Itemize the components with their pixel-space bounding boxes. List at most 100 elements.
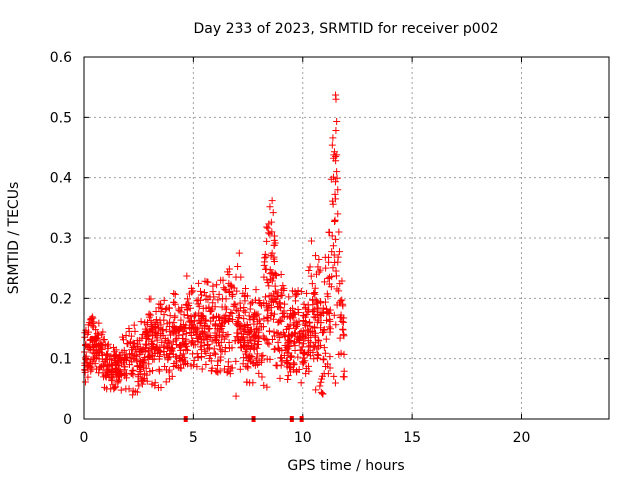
data-point — [339, 326, 347, 334]
data-point — [248, 333, 256, 341]
data-point — [266, 230, 274, 238]
data-point — [331, 379, 339, 387]
data-point — [155, 353, 163, 361]
data-point — [262, 293, 270, 301]
data-point — [147, 311, 155, 319]
data-point — [115, 366, 123, 374]
data-point — [231, 337, 239, 345]
y-axis-label: SRMTID / TECUs — [6, 182, 22, 295]
data-point — [260, 381, 268, 389]
data-point — [286, 321, 294, 329]
data-point — [317, 388, 325, 396]
data-point — [154, 384, 162, 392]
data-point — [107, 369, 115, 377]
data-point — [336, 280, 344, 288]
data-point — [286, 313, 294, 321]
data-point — [219, 328, 227, 336]
data-point — [329, 200, 337, 208]
data-point — [302, 370, 310, 378]
data-point — [332, 127, 340, 135]
data-point — [288, 331, 296, 339]
y-tick-label: 0.4 — [50, 171, 72, 187]
data-point — [263, 383, 271, 391]
data-point — [260, 273, 268, 281]
data-point — [312, 296, 320, 304]
data-point — [170, 290, 178, 298]
data-point — [332, 95, 340, 103]
data-point — [148, 345, 156, 353]
data-point — [163, 345, 171, 353]
data-point — [170, 360, 178, 368]
chart-title: Day 233 of 2023, SRMTID for receiver p00… — [193, 21, 498, 37]
data-point — [262, 253, 270, 261]
data-point — [318, 372, 326, 380]
data-point — [333, 301, 341, 309]
data-point — [175, 355, 183, 363]
data-point — [288, 353, 296, 361]
data-point — [274, 338, 282, 346]
data-point — [294, 287, 302, 295]
data-point — [306, 318, 314, 326]
data-point — [241, 293, 249, 301]
data-point — [142, 327, 150, 335]
data-point — [319, 356, 327, 364]
data-point — [317, 319, 325, 327]
data-point — [125, 327, 133, 335]
data-point — [104, 340, 112, 348]
data-point — [187, 313, 195, 321]
data-point — [237, 344, 245, 352]
data-point — [136, 336, 144, 344]
y-tick-label: 0.1 — [50, 352, 72, 368]
data-point — [84, 373, 92, 381]
data-point — [194, 324, 202, 332]
data-point — [215, 317, 223, 325]
data-point — [265, 282, 273, 290]
data-point — [295, 338, 303, 346]
data-point — [328, 248, 336, 256]
data-point — [250, 344, 258, 352]
data-point — [197, 291, 205, 299]
data-point — [171, 290, 179, 298]
data-point — [335, 228, 343, 236]
data-point — [328, 273, 336, 281]
data-point — [197, 346, 205, 354]
data-point — [224, 358, 232, 366]
data-point — [180, 361, 188, 369]
data-point — [320, 344, 328, 352]
data-point — [325, 323, 333, 331]
data-point — [330, 372, 338, 380]
data-point — [109, 344, 117, 352]
data-point — [232, 306, 240, 314]
data-point — [212, 350, 220, 358]
data-point — [324, 292, 332, 300]
data-point — [326, 328, 334, 336]
data-point — [249, 313, 257, 321]
data-point — [266, 270, 274, 278]
data-point — [162, 378, 170, 386]
data-point — [340, 332, 348, 340]
data-point — [182, 335, 190, 343]
data-point — [236, 365, 244, 373]
data-point — [265, 220, 273, 228]
data-point — [143, 371, 151, 379]
data-point — [231, 301, 239, 309]
data-point — [81, 329, 89, 337]
data-point — [200, 328, 208, 336]
data-point — [336, 334, 344, 342]
data-point — [143, 332, 151, 340]
data-point — [228, 290, 236, 298]
data-point — [301, 349, 309, 357]
y-tick-label: 0 — [63, 412, 72, 428]
data-point — [210, 293, 218, 301]
data-point — [300, 300, 308, 308]
data-point — [212, 337, 220, 345]
data-point — [115, 356, 123, 364]
data-point — [281, 341, 289, 349]
data-point — [139, 357, 147, 365]
data-point — [205, 354, 213, 362]
data-point — [186, 317, 194, 325]
data-point — [277, 330, 285, 338]
data-point — [148, 380, 156, 388]
data-point — [255, 296, 263, 304]
